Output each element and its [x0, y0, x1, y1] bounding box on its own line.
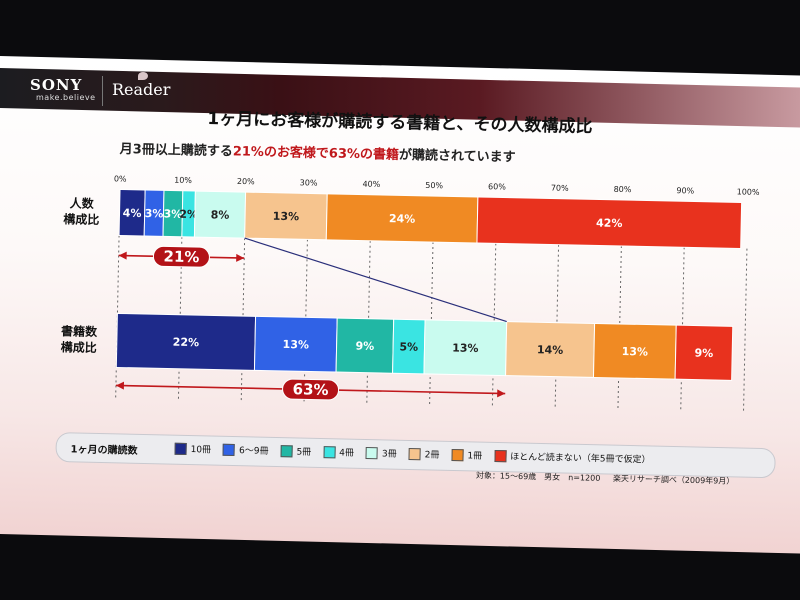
bar-segment	[674, 324, 734, 381]
data-label: 3%	[145, 207, 164, 220]
legend-swatch	[280, 444, 293, 457]
data-label: 8%	[211, 208, 230, 221]
legend-item: 3冊	[365, 446, 397, 460]
bracket-arrow-right	[497, 389, 506, 398]
x-tick-label: 40%	[362, 180, 380, 189]
data-label: 9%	[355, 339, 374, 352]
data-label: 13%	[282, 338, 309, 352]
legend-title: 1ヶ月の購読数	[70, 444, 138, 457]
data-label: 5%	[399, 340, 418, 353]
legend-label: 3冊	[381, 449, 397, 460]
data-label: 24%	[389, 212, 416, 226]
bracket-pill	[282, 378, 340, 401]
legend-swatch	[408, 447, 421, 460]
x-tick-label: 60%	[488, 182, 506, 191]
legend-item: 1冊	[451, 448, 482, 462]
data-label: 4%	[123, 207, 142, 220]
legend-item: 4冊	[323, 445, 354, 459]
data-label: 13%	[273, 210, 300, 224]
data-label: 13%	[452, 341, 479, 355]
row-label: 人数構成比	[63, 195, 100, 227]
reader-logo: Reader	[112, 80, 171, 99]
bracket-arrow-right	[236, 253, 245, 262]
legend-item: 10冊	[174, 442, 212, 456]
row-label: 書籍数構成比	[61, 323, 99, 355]
sony-logo: SONY	[30, 76, 83, 94]
legend-swatch	[174, 442, 187, 455]
data-label: 42%	[596, 216, 623, 230]
bracket-value: 21%	[163, 247, 199, 266]
legend-label: 10冊	[190, 445, 212, 456]
legend-swatch	[494, 449, 507, 462]
legend-label: 2冊	[424, 450, 440, 461]
data-label: 9%	[694, 347, 713, 360]
bar-segment	[476, 196, 743, 250]
sony-tagline: make.believe	[36, 93, 96, 102]
data-label: 22%	[173, 336, 200, 350]
x-tick-label: 50%	[425, 181, 443, 190]
data-label: 3%	[163, 207, 182, 220]
legend-item: 6～9冊	[222, 443, 269, 457]
legend-label: 5冊	[296, 447, 312, 458]
footnote-source: 楽天リサーチ調べ（2009年9月）	[612, 474, 735, 486]
x-tick-label: 20%	[237, 177, 255, 186]
brand-divider	[102, 76, 103, 106]
bracket-arrow-left	[118, 251, 127, 260]
legend-swatch	[365, 446, 379, 459]
leaf-icon	[138, 72, 148, 80]
x-tick-label: 0%	[114, 174, 127, 183]
legend-label: 4冊	[339, 448, 355, 459]
legend-label: 6～9冊	[238, 446, 269, 457]
legend-item: 2冊	[408, 447, 440, 461]
legend-items: 10冊 6～9冊 5冊 4冊 3冊 2冊 1冊 ほとんど読まない（年5冊で仮定）	[174, 442, 651, 466]
data-label: 2%	[179, 208, 198, 221]
legend-swatch	[222, 443, 236, 456]
legend-item: ほとんど読まない（年5冊で仮定）	[494, 449, 651, 466]
connector-line	[244, 237, 507, 323]
data-label: 13%	[622, 345, 649, 359]
bracket-value: 63%	[292, 380, 328, 399]
gridline	[743, 248, 748, 411]
legend-label: ほとんど読まない（年5冊で仮定）	[510, 452, 651, 466]
legend-item: 5冊	[280, 444, 311, 458]
x-tick-label: 10%	[174, 176, 192, 185]
legend-swatch	[451, 448, 464, 461]
x-tick-label: 80%	[614, 185, 632, 194]
legend-label: 1冊	[467, 451, 483, 462]
x-tick-label: 30%	[300, 178, 318, 187]
x-tick-label: 70%	[551, 184, 569, 193]
legend-swatch	[323, 445, 336, 458]
x-tick-label: 100%	[737, 187, 760, 196]
bracket-arrow-left	[115, 381, 125, 390]
x-tick-label: 90%	[676, 186, 694, 195]
footnote-target: 対象：15～69歳 男女 n=1200	[475, 470, 601, 483]
data-label: 14%	[537, 343, 564, 357]
bracket-pill	[152, 245, 210, 268]
